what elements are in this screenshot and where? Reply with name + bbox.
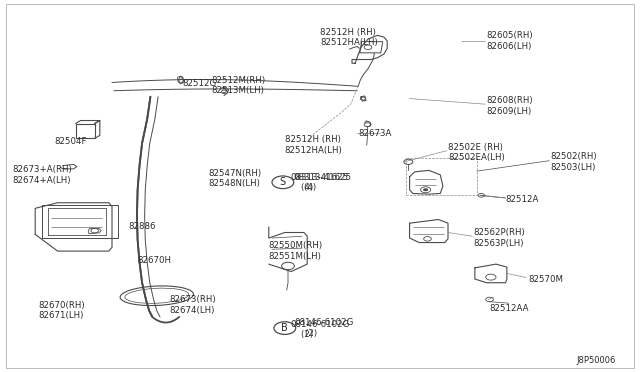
Text: 82562P(RH)
82563P(LH): 82562P(RH) 82563P(LH) bbox=[474, 228, 525, 248]
Text: 82502(RH)
82503(LH): 82502(RH) 82503(LH) bbox=[550, 152, 597, 171]
Text: 82512A: 82512A bbox=[506, 195, 539, 203]
Circle shape bbox=[423, 188, 428, 191]
Text: S: S bbox=[280, 177, 286, 187]
Text: 82504F: 82504F bbox=[54, 137, 87, 146]
Text: 82512G: 82512G bbox=[182, 79, 217, 88]
Text: 08313-41625
    (4): 08313-41625 (4) bbox=[293, 173, 351, 192]
Text: 82673+A(RH)
82674+A(LH): 82673+A(RH) 82674+A(LH) bbox=[13, 165, 72, 185]
Text: 82886: 82886 bbox=[128, 222, 156, 231]
Text: 82550M(RH)
82551M(LH): 82550M(RH) 82551M(LH) bbox=[269, 241, 323, 261]
Text: 82605(RH)
82606(LH): 82605(RH) 82606(LH) bbox=[486, 31, 533, 51]
Text: 82547N(RH)
82548N(LH): 82547N(RH) 82548N(LH) bbox=[208, 169, 261, 188]
Text: 82512H (RH)
82512HA(LH): 82512H (RH) 82512HA(LH) bbox=[320, 28, 378, 47]
Text: 82512AA: 82512AA bbox=[490, 304, 529, 313]
Text: 08146-6102G
    (2): 08146-6102G (2) bbox=[290, 320, 349, 339]
Text: 08313-41625
    (4): 08313-41625 (4) bbox=[290, 173, 348, 192]
Text: 82502E (RH)
82502EA(LH): 82502E (RH) 82502EA(LH) bbox=[448, 143, 505, 162]
Text: B: B bbox=[282, 323, 288, 333]
Text: 82512M(RH)
82513M(LH): 82512M(RH) 82513M(LH) bbox=[211, 76, 266, 95]
Text: 08146-6102G
    (2): 08146-6102G (2) bbox=[294, 318, 354, 338]
Text: 82673(RH)
82674(LH): 82673(RH) 82674(LH) bbox=[170, 295, 216, 315]
Text: 82512H (RH)
82512HA(LH): 82512H (RH) 82512HA(LH) bbox=[285, 135, 342, 155]
Text: J8P50006: J8P50006 bbox=[576, 356, 616, 365]
Text: 82608(RH)
82609(LH): 82608(RH) 82609(LH) bbox=[486, 96, 533, 116]
Text: 82673A: 82673A bbox=[358, 129, 392, 138]
Text: 82670H: 82670H bbox=[138, 256, 172, 265]
Text: 82670(RH)
82671(LH): 82670(RH) 82671(LH) bbox=[38, 301, 85, 320]
Text: 82570M: 82570M bbox=[528, 275, 563, 283]
